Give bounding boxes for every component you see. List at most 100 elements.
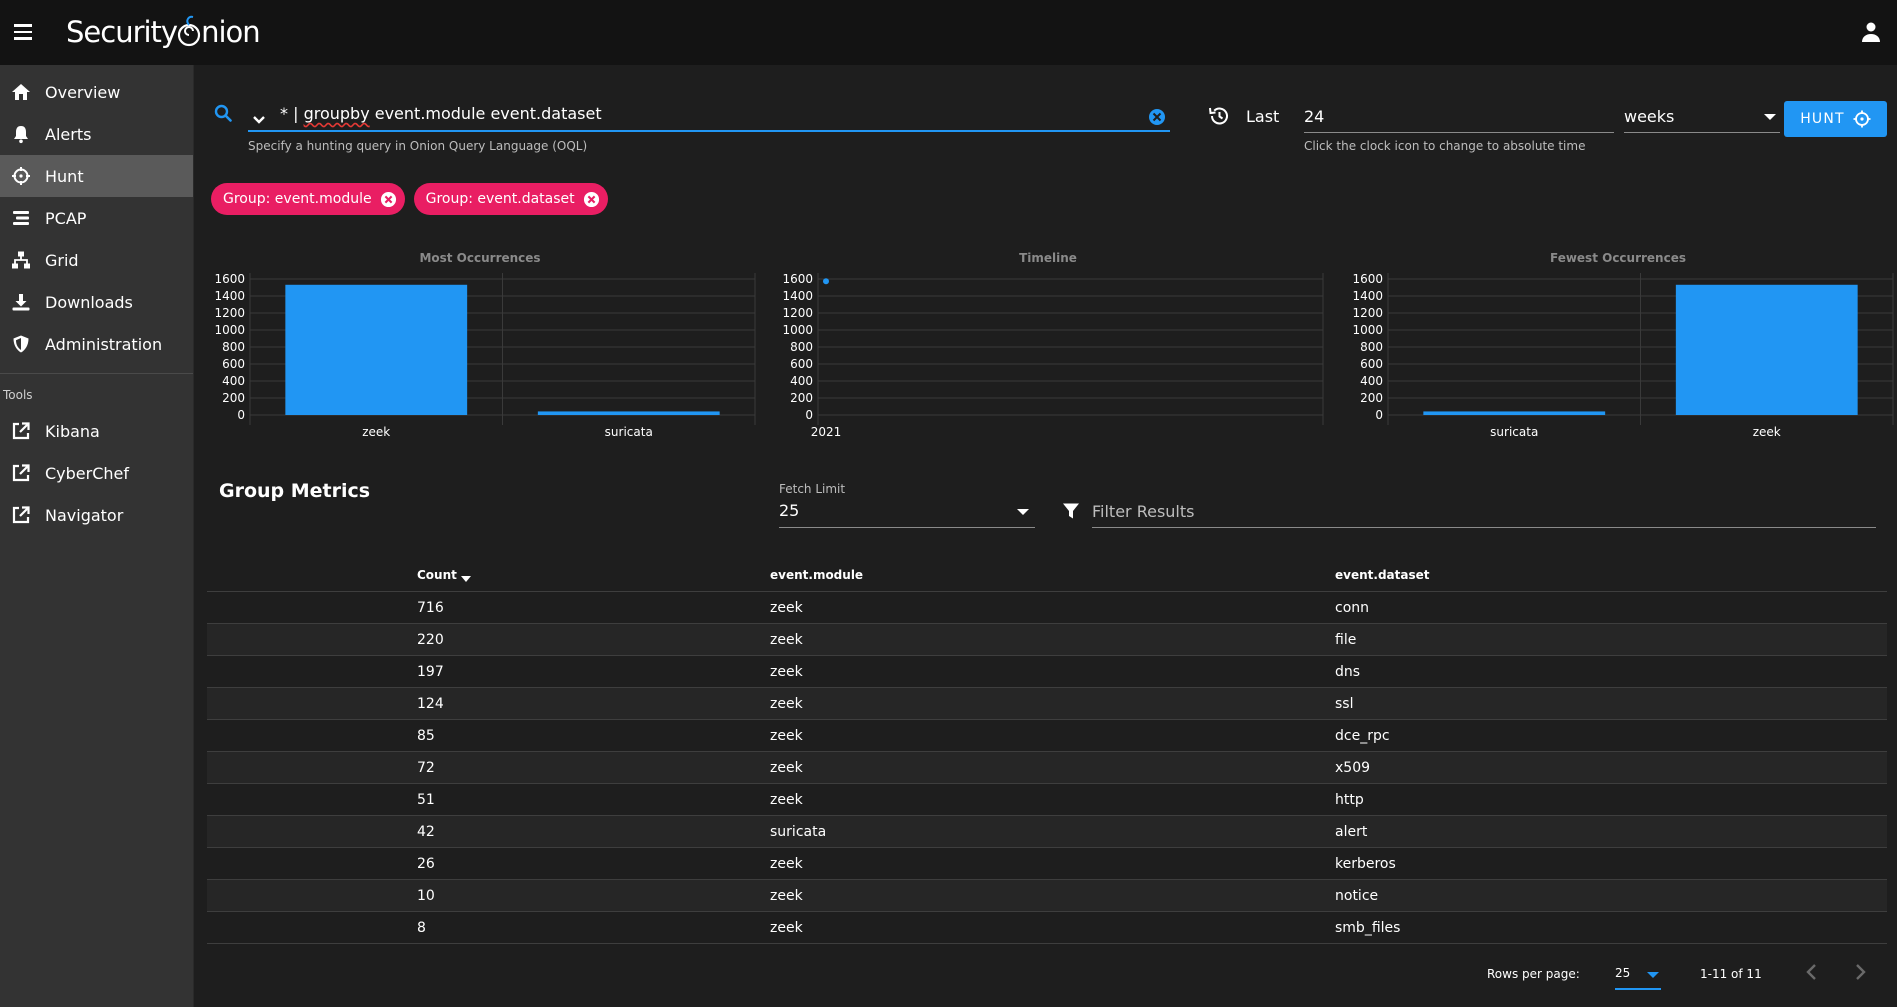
remove-chip-icon[interactable] — [583, 191, 600, 208]
event-module-cell[interactable]: zeek — [770, 600, 803, 616]
menu-icon[interactable] — [12, 20, 34, 44]
event-module-cell[interactable]: zeek — [770, 664, 803, 680]
clock-history-icon[interactable] — [1208, 105, 1230, 131]
bar-suricata[interactable] — [537, 411, 720, 415]
rows-per-page-select[interactable]: 25 — [1615, 960, 1661, 990]
sidebar-item-administration[interactable]: Administration — [0, 323, 193, 365]
query-hint: Specify a hunting query in Onion Query L… — [248, 139, 588, 153]
event-module-cell[interactable]: zeek — [770, 792, 803, 808]
event-module-cell[interactable]: zeek — [770, 696, 803, 712]
filter-results-field[interactable] — [1092, 496, 1876, 527]
table-row[interactable]: 197 zeek dns — [207, 656, 1887, 688]
event-dataset-cell[interactable]: smb_files — [1335, 920, 1401, 936]
event-module-cell[interactable]: zeek — [770, 760, 803, 776]
time-unit-select[interactable]: weeks — [1624, 100, 1780, 133]
group-metrics-title: Group Metrics — [219, 480, 371, 502]
previous-page-icon[interactable] — [1804, 962, 1820, 986]
tools-section-label: Tools — [3, 388, 33, 402]
relative-time-input[interactable]: 24 — [1304, 100, 1614, 133]
sidebar-item-grid[interactable]: Grid — [0, 239, 193, 281]
event-dataset-cell[interactable]: dce_rpc — [1335, 728, 1390, 744]
table-row[interactable]: 8 zeek smb_files — [207, 912, 1887, 944]
event-module-cell[interactable]: zeek — [770, 920, 803, 936]
event-dataset-cell[interactable]: file — [1335, 632, 1357, 648]
table-row[interactable]: 10 zeek notice — [207, 880, 1887, 912]
sidebar-item-overview[interactable]: Overview — [0, 71, 193, 113]
table-row[interactable]: 85 zeek dce_rpc — [207, 720, 1887, 752]
sidebar-item-label: Alerts — [45, 124, 92, 144]
event-dataset-cell[interactable]: conn — [1335, 600, 1370, 616]
event-module-cell[interactable]: zeek — [770, 888, 803, 904]
group-chip-event-module[interactable]: Group: event.module — [211, 183, 405, 215]
column-header-event-dataset[interactable]: event.dataset — [1335, 568, 1430, 582]
count-cell: 42 — [417, 824, 435, 840]
chart-title: Most Occurrences — [419, 251, 541, 265]
y-tick-label: 1600 — [782, 272, 813, 286]
external-link-icon — [11, 463, 31, 483]
sidebar-item-alerts[interactable]: Alerts — [0, 113, 193, 155]
query-input[interactable]: * | groupby event.module event.dataset — [248, 100, 1170, 132]
event-dataset-cell[interactable]: notice — [1335, 888, 1379, 904]
group-chip-event-dataset[interactable]: Group: event.dataset — [413, 183, 608, 215]
event-dataset-cell[interactable]: alert — [1335, 824, 1368, 840]
count-cell: 26 — [417, 856, 435, 872]
table-row[interactable]: 716 zeek conn — [207, 592, 1887, 624]
event-dataset-cell[interactable]: kerberos — [1335, 856, 1396, 872]
caret-down-icon — [1017, 509, 1029, 515]
y-tick-label: 200 — [222, 391, 245, 405]
caret-down-icon — [1647, 972, 1659, 978]
column-header-count[interactable]: Count — [417, 568, 471, 582]
bar-zeek[interactable] — [285, 284, 468, 415]
timeline-point[interactable] — [823, 278, 829, 285]
app-logo[interactable]: Security nion — [66, 15, 261, 49]
group-metrics-table: Count event.module event.dataset 716 zeek… — [207, 558, 1887, 944]
hunt-button[interactable]: HUNT — [1784, 101, 1887, 137]
top-app-bar: Security nion — [0, 0, 1897, 65]
event-module-cell[interactable]: suricata — [770, 824, 827, 840]
table-row[interactable]: 220 zeek file — [207, 624, 1887, 656]
query-text[interactable]: * | groupby event.module event.dataset — [280, 104, 602, 123]
sidebar-item-navigator[interactable]: Navigator — [0, 494, 193, 536]
sidebar-item-downloads[interactable]: Downloads — [0, 281, 193, 323]
next-page-icon[interactable] — [1852, 962, 1868, 986]
filter-results-input[interactable] — [1092, 496, 1876, 528]
event-dataset-cell[interactable]: ssl — [1335, 696, 1354, 712]
clear-query-icon[interactable] — [1148, 108, 1166, 130]
user-account-icon[interactable] — [1859, 20, 1883, 44]
sidebar-item-hunt[interactable]: Hunt — [0, 155, 193, 197]
event-dataset-cell[interactable]: http — [1335, 792, 1364, 808]
count-cell: 85 — [417, 728, 435, 744]
fetch-limit-select[interactable]: 25 — [779, 496, 1035, 528]
event-dataset-cell[interactable]: dns — [1335, 664, 1361, 680]
event-module-cell[interactable]: zeek — [770, 632, 803, 648]
sidebar-item-label: CyberChef — [45, 463, 130, 483]
remove-chip-icon[interactable] — [380, 191, 397, 208]
sidebar-item-cyberchef[interactable]: CyberChef — [0, 452, 193, 494]
column-header-event-module[interactable]: event.module — [770, 568, 864, 582]
time-hint: Click the clock icon to change to absolu… — [1304, 139, 1586, 153]
table-row[interactable]: 42 suricata alert — [207, 816, 1887, 848]
y-tick-label: 600 — [1360, 357, 1383, 371]
bar-suricata[interactable] — [1423, 411, 1606, 415]
event-dataset-cell[interactable]: x509 — [1335, 760, 1371, 776]
sidebar-item-label: Navigator — [45, 505, 124, 525]
download-icon — [11, 292, 31, 312]
query-history-chevron-icon[interactable] — [252, 110, 266, 129]
y-tick-label: 1400 — [1352, 289, 1383, 303]
table-row[interactable]: 72 zeek x509 — [207, 752, 1887, 784]
table-row[interactable]: 51 zeek http — [207, 784, 1887, 816]
sidebar-item-label: Grid — [45, 250, 79, 270]
pagination-range: 1-11 of 11 — [1700, 967, 1762, 981]
event-module-cell[interactable]: zeek — [770, 728, 803, 744]
table-row[interactable]: 26 zeek kerberos — [207, 848, 1887, 880]
event-module-cell[interactable]: zeek — [770, 856, 803, 872]
y-tick-label: 1200 — [1352, 306, 1383, 320]
y-tick-label: 800 — [1360, 340, 1383, 354]
sidebar-item-kibana[interactable]: Kibana — [0, 410, 193, 452]
sort-desc-icon[interactable] — [460, 576, 471, 582]
bar-zeek[interactable] — [1675, 284, 1858, 415]
sidebar-item-pcap[interactable]: PCAP — [0, 197, 193, 239]
sidebar-divider — [0, 373, 193, 374]
table-row[interactable]: 124 zeek ssl — [207, 688, 1887, 720]
chart-svg: 0 200 400 600 800 1000 1200 1400 1600 2021 — [782, 272, 1324, 439]
